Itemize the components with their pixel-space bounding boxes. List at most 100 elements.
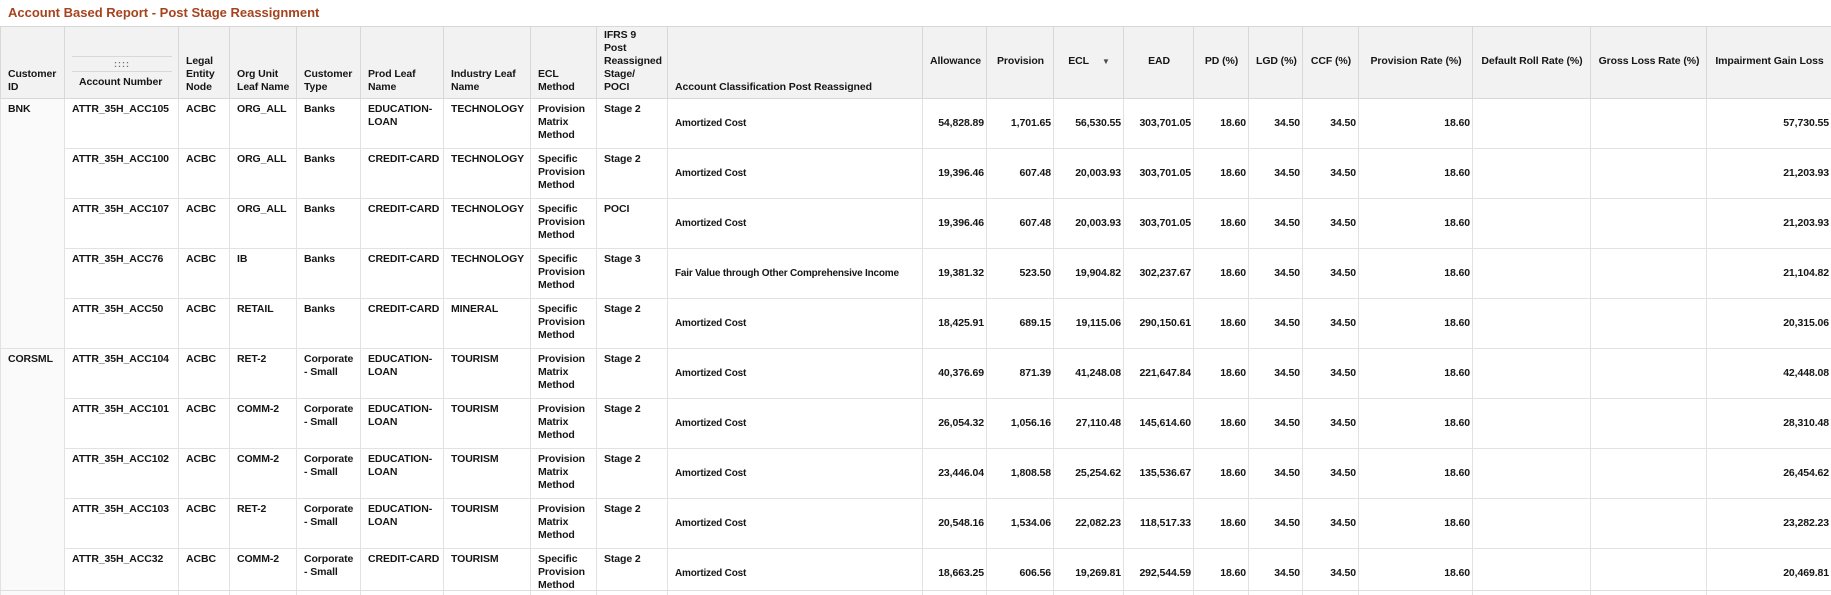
cell-classification: Amortized Cost	[667, 148, 923, 199]
cell-prod-leaf: CREDIT-CARD	[360, 298, 444, 349]
cell-stage: Stage 2	[596, 498, 668, 549]
cell-lgd: 34.50	[1248, 148, 1303, 199]
cell-ead: 303,701.05	[1123, 198, 1194, 249]
table-row[interactable]: ATTR_35H_ACC76 ACBC IB Banks CREDIT-CARD TECH…	[1, 248, 1831, 299]
column-header-industry_leaf[interactable]: Industry Leaf Name	[443, 26, 531, 99]
cell-gross-loss-rate	[1590, 198, 1707, 249]
cell-lgd: 34.50	[1248, 98, 1303, 149]
column-header-lgd[interactable]: LGD (%)	[1248, 26, 1303, 99]
column-header-customer_id[interactable]: Customer ID	[0, 26, 65, 99]
cell-provision: 1,056.16	[986, 398, 1054, 449]
column-header-provision[interactable]: Provision	[986, 26, 1054, 99]
cell-gross-loss-rate	[1590, 448, 1707, 499]
cell-legal-entity: ACBC	[178, 348, 230, 399]
cell-impairment-gain-loss: 42,448.08	[1706, 348, 1831, 399]
cell-industry-leaf: TECHNOLOGY	[443, 198, 531, 249]
cell-lgd: 34.50	[1248, 548, 1303, 595]
column-header-customer_type[interactable]: Customer Type	[296, 26, 361, 99]
cell-account-number: ATTR_35H_ACC104	[64, 348, 179, 399]
cell-stage: Stage 3	[596, 248, 668, 299]
cell-industry-leaf: TOURISM	[443, 348, 531, 399]
cell-allowance: 19,396.46	[922, 148, 987, 199]
cell-legal-entity: ACBC	[178, 448, 230, 499]
cell-pd: 18.60	[1193, 298, 1249, 349]
cell-industry-leaf: TOURISM	[443, 548, 531, 595]
cell-customer-type: Banks	[296, 248, 361, 299]
column-header-ecl[interactable]: ECL ▼	[1053, 26, 1124, 99]
table-row[interactable]: ATTR_35H_ACC107 ACBC ORG_ALL Banks CREDIT-CA…	[1, 198, 1831, 249]
cell-ccf: 34.50	[1302, 298, 1359, 349]
table-row[interactable]: BNK ATTR_35H_ACC105 ACBC ORG_ALL Banks EDUCAT…	[0, 98, 1831, 349]
cell-ead: 303,701.05	[1123, 98, 1194, 149]
cell-org-unit: ORG_ALL	[229, 198, 297, 249]
cell-default-roll-rate	[1472, 548, 1591, 595]
column-header-ccf[interactable]: CCF (%)	[1302, 26, 1359, 99]
column-header-account_number[interactable]: :::: Account Number	[64, 26, 179, 99]
column-header-legal_entity[interactable]: Legal Entity Node	[178, 26, 230, 99]
cell-ead: 118,517.33	[1123, 498, 1194, 549]
cell-lgd: 34.50	[1248, 348, 1303, 399]
table-row[interactable]: ATTR_35H_ACC32 ACBC COMM-2 Corporate - Smal…	[1, 548, 1831, 595]
column-header-classification[interactable]: Account Classification Post Reassigned	[667, 26, 923, 99]
cell-legal-entity: ACBC	[178, 198, 230, 249]
table-row[interactable]: ATTR_35H_ACC50 ACBC RETAIL Banks CREDIT-CARD…	[1, 298, 1831, 349]
cell-classification: Amortized Cost	[667, 298, 923, 349]
cell-customer-id: CORSML	[0, 348, 65, 595]
cell-default-roll-rate	[1472, 298, 1591, 349]
cell-legal-entity: ACBC	[178, 98, 230, 149]
table-row[interactable]: ATTR_35H_ACC100 ACBC ORG_ALL Banks CREDIT-CA…	[1, 148, 1831, 199]
sort-dropdown-icon[interactable]: ▼	[1101, 56, 1110, 66]
column-header-gross_loss_rate[interactable]: Gross Loss Rate (%)	[1590, 26, 1707, 99]
cell-org-unit: COMM-2	[229, 548, 297, 595]
cell-ccf: 34.50	[1302, 548, 1359, 595]
column-header-stage[interactable]: IFRS 9 Post Reassigned Stage/ POCI	[596, 26, 668, 99]
cell-provision-rate: 18.60	[1358, 498, 1473, 549]
cell-stage: POCI	[596, 198, 668, 249]
cell-ecl-method: Specific Provision Method	[530, 198, 597, 249]
cell-ead: 292,544.59	[1123, 548, 1194, 595]
cell-impairment-gain-loss: 28,310.48	[1706, 398, 1831, 449]
cell-classification: Amortized Cost	[667, 448, 923, 499]
cell-allowance: 26,054.32	[922, 398, 987, 449]
cell-ead: 290,150.61	[1123, 298, 1194, 349]
table-row[interactable]: ATTR_35H_ACC101 ACBC COMM-2 Corporate - Sma…	[1, 398, 1831, 449]
drag-handle-icon[interactable]: ::::	[114, 58, 130, 69]
cell-ecl-method: Specific Provision Method	[530, 298, 597, 349]
cell-industry-leaf: TOURISM	[443, 448, 531, 499]
cell-legal-entity: ACBC	[178, 248, 230, 299]
cell-prod-leaf: CREDIT-CARD	[360, 548, 444, 595]
cell-default-roll-rate	[1472, 98, 1591, 149]
column-header-provision_rate[interactable]: Provision Rate (%)	[1358, 26, 1473, 99]
account-number-header: :::: Account Number	[72, 37, 172, 94]
column-header-allowance[interactable]: Allowance	[922, 26, 987, 99]
column-header-org_unit[interactable]: Org Unit Leaf Name	[229, 26, 297, 99]
cell-lgd: 34.50	[1248, 298, 1303, 349]
cell-ecl: 41,248.08	[1053, 348, 1124, 399]
column-header-default_roll_rate[interactable]: Default Roll Rate (%)	[1472, 26, 1591, 99]
cell-customer-type: Banks	[296, 198, 361, 249]
cell-pd: 18.60	[1193, 498, 1249, 549]
cell-ccf: 34.50	[1302, 148, 1359, 199]
table-row[interactable]: ATTR_35H_ACC103 ACBC RET-2 Corporate - Smal…	[1, 498, 1831, 549]
column-header-prod_leaf[interactable]: Prod Leaf Name	[360, 26, 444, 99]
cell-ecl-method: Provision Matrix Method	[530, 98, 597, 149]
cell-default-roll-rate	[1472, 348, 1591, 399]
column-header-pd[interactable]: PD (%)	[1193, 26, 1249, 99]
cell-provision: 1,808.58	[986, 448, 1054, 499]
cell-prod-leaf: EDUCATION-LOAN	[360, 348, 444, 399]
column-header-ead[interactable]: EAD	[1123, 26, 1194, 99]
cell-lgd: 34.50	[1248, 198, 1303, 249]
cell-ead: 303,701.05	[1123, 148, 1194, 199]
column-header-impairment_gain_loss[interactable]: Impairment Gain Loss	[1706, 26, 1831, 99]
cell-ead: 221,647.84	[1123, 348, 1194, 399]
cell-org-unit: COMM-2	[229, 448, 297, 499]
cell-legal-entity: ACBC	[178, 548, 230, 595]
table-row[interactable]: CORSML ATTR_35H_ACC104 ACBC RET-2 Corporate …	[0, 348, 1831, 595]
cell-prod-leaf: EDUCATION-LOAN	[360, 398, 444, 449]
table-row[interactable]: ATTR_35H_ACC102 ACBC COMM-2 Corporate - Sma…	[1, 448, 1831, 499]
cell-provision: 607.48	[986, 198, 1054, 249]
column-header-ecl_method[interactable]: ECL Method	[530, 26, 597, 99]
cell-customer-type: Banks	[296, 298, 361, 349]
cell-default-roll-rate	[1472, 498, 1591, 549]
